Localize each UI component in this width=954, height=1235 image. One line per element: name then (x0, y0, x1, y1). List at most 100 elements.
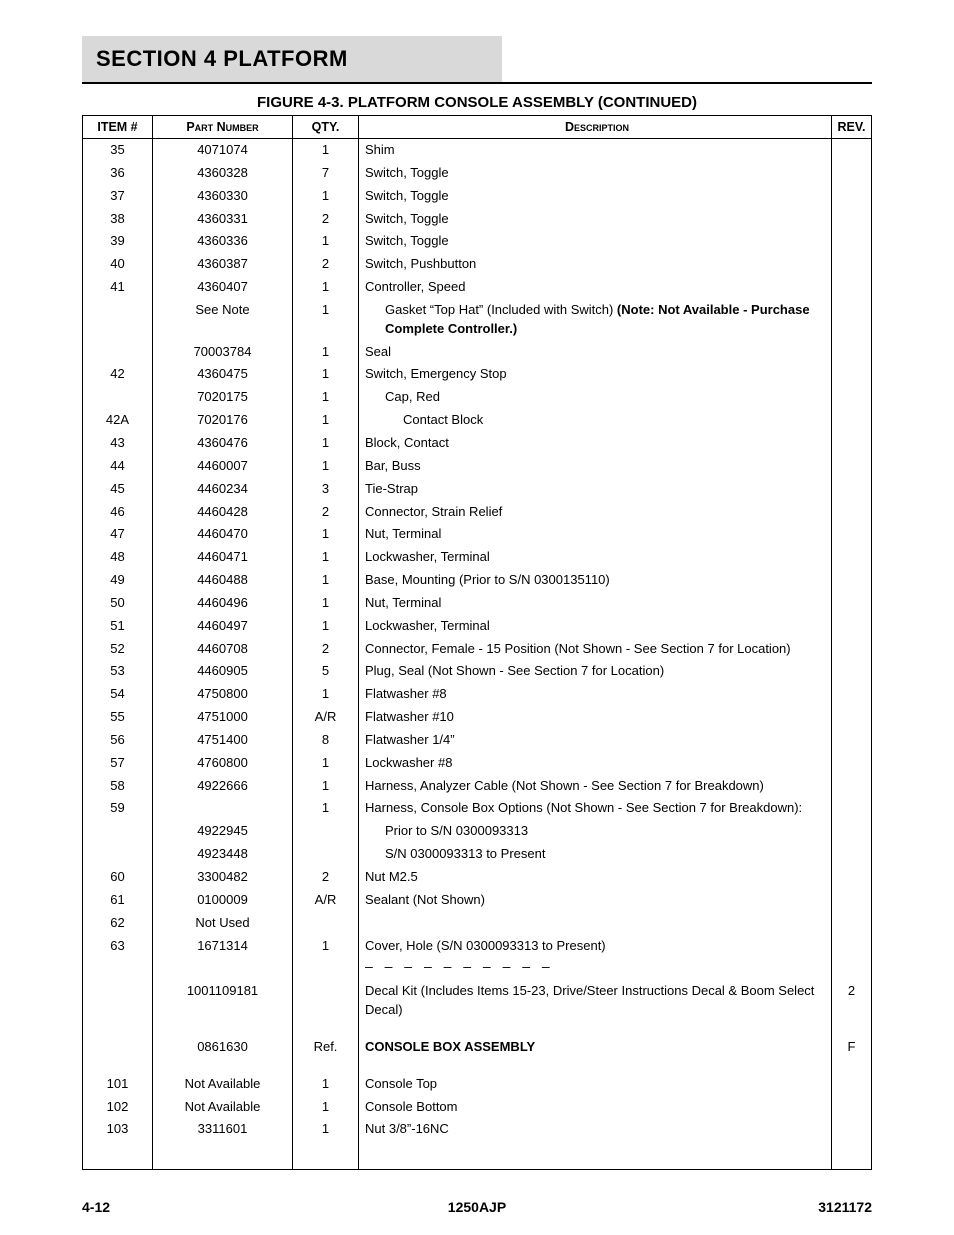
cell-part: Not Available (153, 1073, 293, 1096)
cell-rev (832, 363, 872, 386)
table-row: 4944604881Base, Mounting (Prior to S/N 0… (83, 569, 872, 592)
cell-rev (832, 432, 872, 455)
cell-qty: 1 (293, 592, 359, 615)
cell-item: 102 (83, 1096, 153, 1119)
cell-desc: Switch, Toggle (359, 230, 832, 253)
cell-part: 1671314 (153, 935, 293, 958)
cell-qty: 1 (293, 683, 359, 706)
cell-desc: Base, Mounting (Prior to S/N 0300135110) (359, 569, 832, 592)
cell-qty: 1 (293, 569, 359, 592)
cell-part: 4760800 (153, 752, 293, 775)
cell-rev (832, 1073, 872, 1096)
cell-item: 36 (83, 162, 153, 185)
cell-item: 38 (83, 208, 153, 231)
cell-item: 37 (83, 185, 153, 208)
table-row: 101Not Available1Console Top (83, 1073, 872, 1096)
cell-part: 4460428 (153, 501, 293, 524)
table-row: 6316713141Cover, Hole (S/N 0300093313 to… (83, 935, 872, 958)
table-row: 62Not Used (83, 912, 872, 935)
cell-rev (832, 386, 872, 409)
cell-rev (832, 139, 872, 162)
cell-rev (832, 775, 872, 798)
col-rev-header: REV. (832, 116, 872, 139)
table-row: 4923448S/N 0300093313 to Present (83, 843, 872, 866)
cell-qty: 7 (293, 162, 359, 185)
cell-rev (832, 523, 872, 546)
cell-rev (832, 208, 872, 231)
cell-item: 60 (83, 866, 153, 889)
cell-qty: 1 (293, 455, 359, 478)
table-row: 4922945Prior to S/N 0300093313 (83, 820, 872, 843)
table-row: 4744604701Nut, Terminal (83, 523, 872, 546)
cell-rev (832, 935, 872, 958)
cell-part: 4360387 (153, 253, 293, 276)
cell-rev (832, 455, 872, 478)
cell-item: 53 (83, 660, 153, 683)
cell-item: 56 (83, 729, 153, 752)
cell-part: 4460905 (153, 660, 293, 683)
cell-qty: 1 (293, 1073, 359, 1096)
dash-separator: — — — — — — — — — — (359, 957, 832, 980)
cell-rev (832, 797, 872, 820)
cell-part: 4460708 (153, 638, 293, 661)
cell-rev (832, 253, 872, 276)
footer-model: 1250AJP (82, 1199, 872, 1215)
cell-item: 42A (83, 409, 153, 432)
table-row: 5044604961Nut, Terminal (83, 592, 872, 615)
table-row: 4444600071Bar, Buss (83, 455, 872, 478)
col-part-header: Part Number (153, 116, 293, 139)
cell-rev (832, 820, 872, 843)
cell-desc: Seal (359, 341, 832, 364)
cell-desc: Controller, Speed (359, 276, 832, 299)
cell-part: Not Used (153, 912, 293, 935)
cell-qty: 1 (293, 230, 359, 253)
cell-part: 7020175 (153, 386, 293, 409)
cell-desc: Cap, Red (359, 386, 832, 409)
cell-rev (832, 1118, 872, 1141)
cell-desc: Nut 3/8”-16NC (359, 1118, 832, 1141)
table-row: — — — — — — — — — — (83, 957, 872, 980)
cell-part: 4360336 (153, 230, 293, 253)
cell-desc: Switch, Toggle (359, 208, 832, 231)
cell-item: 46 (83, 501, 153, 524)
table-row: 3743603301Switch, Toggle (83, 185, 872, 208)
cell-part: 1001109181 (153, 980, 293, 1022)
cell-part: See Note (153, 299, 293, 341)
cell-item: 39 (83, 230, 153, 253)
table-row: 4544602343Tie-Strap (83, 478, 872, 501)
cell-desc: Sealant (Not Shown) (359, 889, 832, 912)
cell-item (83, 386, 153, 409)
figure-title: FIGURE 4-3. PLATFORM CONSOLE ASSEMBLY (C… (82, 94, 872, 111)
cell-item: 62 (83, 912, 153, 935)
cell-rev (832, 592, 872, 615)
cell-item: 103 (83, 1118, 153, 1141)
cell-rev (832, 162, 872, 185)
cell-item: 61 (83, 889, 153, 912)
cell-qty: 1 (293, 139, 359, 162)
cell-item: 40 (83, 253, 153, 276)
cell-desc: Switch, Toggle (359, 162, 832, 185)
cell-item: 63 (83, 935, 153, 958)
cell-desc: Flatwasher #8 (359, 683, 832, 706)
cell-qty: 3 (293, 478, 359, 501)
cell-desc: Lockwasher, Terminal (359, 615, 832, 638)
cell-item: 54 (83, 683, 153, 706)
cell-qty (293, 843, 359, 866)
cell-rev (832, 230, 872, 253)
cell-desc: Contact Block (359, 409, 832, 432)
cell-part: 70003784 (153, 341, 293, 364)
cell-qty: 1 (293, 1096, 359, 1119)
cell-part: 4360407 (153, 276, 293, 299)
cell-qty: 1 (293, 432, 359, 455)
cell-qty: 1 (293, 546, 359, 569)
cell-part: 3311601 (153, 1118, 293, 1141)
cell-desc: Decal Kit (Includes Items 15-23, Drive/S… (359, 980, 832, 1022)
cell-rev (832, 341, 872, 364)
table-row (83, 1059, 872, 1073)
table-row: 4143604071Controller, Speed (83, 276, 872, 299)
cell-rev: F (832, 1036, 872, 1059)
cell-desc: Switch, Toggle (359, 185, 832, 208)
cell-desc: Console Top (359, 1073, 832, 1096)
cell-qty: 2 (293, 638, 359, 661)
cell-qty: 1 (293, 775, 359, 798)
